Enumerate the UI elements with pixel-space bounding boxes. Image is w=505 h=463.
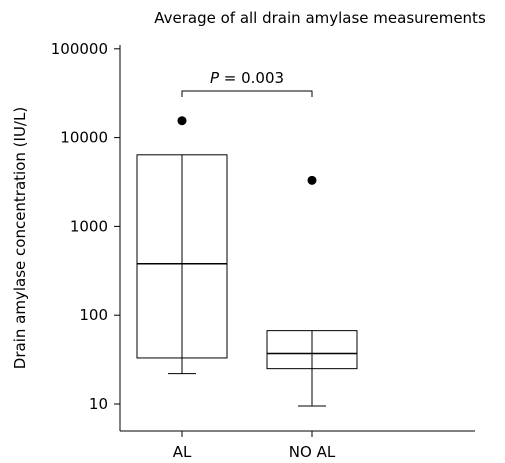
outlier-point bbox=[307, 175, 317, 185]
box-no-al bbox=[266, 175, 358, 407]
p-value-label: P = 0.003 bbox=[210, 69, 284, 87]
x-category-label: AL bbox=[173, 443, 192, 461]
significance-annotation: P = 0.003 bbox=[181, 69, 313, 97]
y-axis-ticks: 10 100 1000 10000 100000 bbox=[51, 40, 120, 413]
p-symbol: P bbox=[210, 69, 220, 87]
y-axis-title: Drain amylase concentration (IU/L) bbox=[11, 107, 29, 369]
y-tick-label: 10 bbox=[89, 395, 108, 413]
y-tick-label: 10000 bbox=[60, 129, 108, 147]
significance-bracket bbox=[181, 90, 313, 97]
y-tick-label: 100000 bbox=[51, 40, 108, 58]
chart-title: Average of all drain amylase measurement… bbox=[154, 9, 486, 27]
box-al bbox=[136, 116, 228, 375]
x-category-label: NO AL bbox=[289, 443, 336, 461]
y-tick-label: 100 bbox=[79, 306, 108, 324]
y-tick-label: 1000 bbox=[70, 217, 108, 235]
x-axis-labels: AL NO AL bbox=[173, 431, 336, 461]
box-series bbox=[136, 116, 358, 407]
outlier-point bbox=[177, 116, 187, 126]
p-value-text: = 0.003 bbox=[219, 69, 284, 87]
